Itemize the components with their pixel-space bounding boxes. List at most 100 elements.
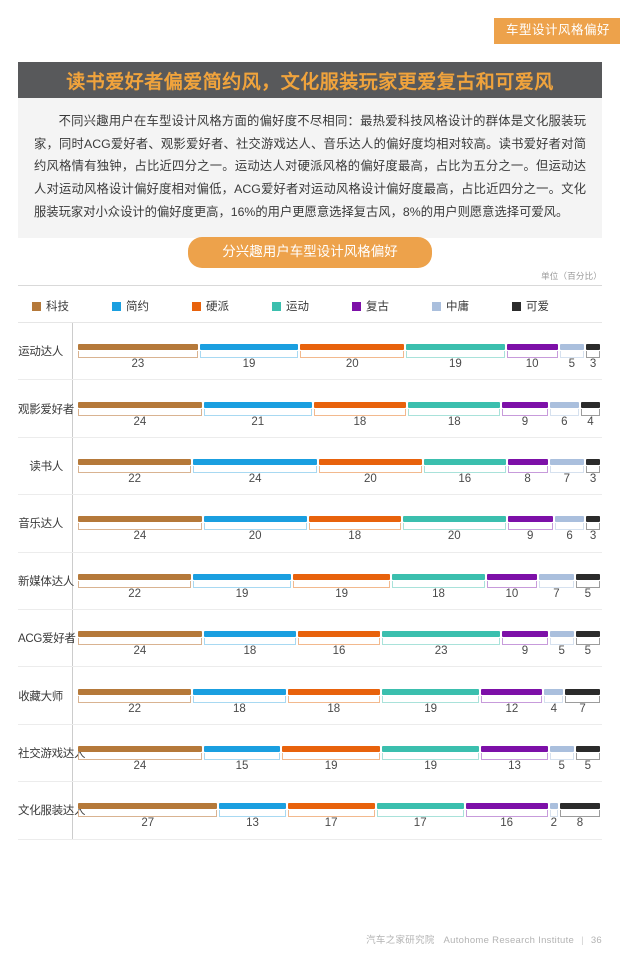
chart-bar-segment[interactable]: 27 [78, 782, 219, 838]
chart-bar-segment[interactable]: 18 [392, 553, 486, 609]
chart-bar-segment[interactable]: 19 [292, 553, 393, 609]
chart-bar-segment[interactable]: 22 [78, 553, 193, 609]
chart-bar-segment[interactable]: 16 [423, 438, 508, 494]
chart-bar-segment[interactable]: 20 [402, 495, 508, 551]
chart-bar-segment[interactable]: 5 [549, 725, 576, 781]
chart-bar-segment[interactable]: 24 [78, 380, 204, 436]
chart-bar-segment[interactable]: 18 [203, 610, 298, 666]
chart-bar-segment[interactable]: 23 [78, 323, 200, 379]
chart-bar-tray [78, 408, 202, 416]
chart-bar-segment[interactable]: 21 [203, 380, 314, 436]
chart-bar-fill [549, 401, 579, 408]
chart-bar-fill [193, 573, 291, 580]
chart-bar-segment[interactable]: 4 [544, 667, 565, 723]
chart-bar-segment[interactable]: 17 [376, 782, 466, 838]
chart-bar-segment[interactable]: 20 [300, 323, 406, 379]
chart-bar-tray [423, 465, 506, 473]
chart-bar-segment[interactable]: 3 [586, 495, 602, 551]
chart-bar-tray [203, 752, 281, 760]
legend-item[interactable]: 硬派 [192, 298, 272, 314]
chart-bar-segment[interactable]: 13 [219, 782, 287, 838]
chart-bar-segment[interactable]: 10 [486, 553, 539, 609]
chart-bar-tray [282, 752, 380, 760]
chart-bar-segment[interactable]: 4 [581, 380, 602, 436]
chart-bar-segment[interactable]: 23 [381, 610, 503, 666]
chart-bar-segment[interactable]: 5 [575, 610, 602, 666]
legend-item[interactable]: 复古 [352, 298, 432, 314]
chart-bar-fill [549, 458, 585, 465]
chart-bar-segment[interactable]: 17 [287, 782, 377, 838]
chart-bar-value: 18 [243, 645, 257, 658]
chart-bar-fill [78, 344, 198, 351]
chart-row-bars: 24 21 18 18 9 6 4 [72, 380, 602, 436]
chart-bar-tray [549, 752, 574, 760]
chart-bar-segment[interactable]: 3 [586, 438, 602, 494]
chart-bar-segment[interactable]: 10 [506, 323, 560, 379]
footer-cn: 汽车之家研究院 [366, 935, 435, 946]
chart-bar-segment[interactable]: 9 [502, 610, 549, 666]
chart-bar-segment[interactable]: 3 [586, 323, 602, 379]
chart-bar-segment[interactable]: 5 [575, 553, 602, 609]
unit-label: 单位（百分比） [541, 271, 602, 281]
legend-swatch-icon [272, 301, 281, 311]
chart-bar-segment[interactable]: 24 [78, 725, 204, 781]
chart-bar-fill [78, 631, 202, 638]
chart-bar-segment[interactable]: 7 [539, 553, 576, 609]
intro-box: 不同兴趣用户在车型设计风格方面的偏好度不尽相同：最热爱科技风格设计的群体是文化服… [18, 98, 602, 238]
chart-bar-value: 20 [248, 530, 262, 543]
legend-swatch-icon [512, 301, 521, 311]
chart-bar-segment[interactable]: 2 [549, 782, 560, 838]
chart-bar-segment[interactable]: 22 [78, 438, 193, 494]
chart-bar-segment[interactable]: 16 [465, 782, 550, 838]
chart-bar-fill [300, 344, 405, 351]
legend-item[interactable]: 科技 [32, 298, 112, 314]
chart-bar-segment[interactable]: 19 [381, 667, 482, 723]
chart-bar-fill [481, 688, 543, 695]
chart-bar-segment[interactable]: 8 [560, 782, 602, 838]
chart-bar-segment[interactable]: 12 [481, 667, 544, 723]
chart-bar-segment[interactable]: 7 [549, 438, 587, 494]
legend-item[interactable]: 中庸 [432, 298, 512, 314]
chart-bar-segment[interactable]: 19 [406, 323, 507, 379]
chart-bar-segment[interactable]: 16 [298, 610, 382, 666]
chart-bar-segment[interactable]: 5 [549, 610, 576, 666]
chart-bar-segment[interactable]: 22 [78, 667, 193, 723]
chart-bar-fill [544, 688, 564, 695]
legend-item[interactable]: 简约 [112, 298, 192, 314]
chart-bar-segment[interactable]: 20 [203, 495, 309, 551]
chart-bar-segment[interactable]: 9 [507, 495, 555, 551]
chart-bar-segment[interactable]: 20 [319, 438, 424, 494]
chart-bar-segment[interactable]: 18 [193, 667, 287, 723]
chart-bar-segment[interactable]: 6 [554, 495, 586, 551]
chart-bar-segment[interactable]: 9 [502, 380, 549, 436]
chart-bar-segment[interactable]: 24 [78, 610, 204, 666]
chart-bar-value: 18 [353, 415, 367, 428]
chart-bar-value: 16 [500, 817, 514, 830]
chart-bar-fill [78, 745, 202, 752]
chart-bar-segment[interactable]: 8 [507, 438, 550, 494]
chart-bar-segment[interactable]: 18 [313, 380, 408, 436]
chart-bar-segment[interactable]: 18 [308, 495, 403, 551]
chart-bar-segment[interactable]: 19 [193, 553, 293, 609]
chart-bar-segment[interactable]: 5 [559, 323, 586, 379]
chart-bar-segment[interactable]: 15 [203, 725, 283, 781]
chart-row-label: 运动达人 [18, 346, 63, 359]
chart-bar-segment[interactable]: 19 [199, 323, 301, 379]
chart-bar-segment[interactable]: 19 [381, 725, 482, 781]
chart-bar-segment[interactable]: 7 [565, 667, 602, 723]
chart-bar-segment[interactable]: 24 [78, 495, 204, 551]
chart-bar-segment[interactable]: 6 [549, 380, 581, 436]
chart-bar-segment[interactable]: 5 [575, 725, 602, 781]
chart-bar-segment[interactable]: 13 [481, 725, 549, 781]
chart-bar-tray [78, 351, 198, 359]
chart-bar-segment[interactable]: 19 [282, 725, 382, 781]
chart-bar-segment[interactable]: 18 [287, 667, 382, 723]
chart-row-bars: 24 20 18 20 9 6 3 [72, 495, 602, 551]
headline-text: 读书爱好者偏爱简约风，文化服装玩家更爱复古和可爱风 [66, 71, 554, 93]
legend-item[interactable]: 运动 [272, 298, 352, 314]
chart-bar-tray [381, 752, 480, 760]
chart-bar-segment[interactable]: 18 [408, 380, 502, 436]
legend-item[interactable]: 可爱 [512, 298, 592, 314]
legend-label: 科技 [46, 301, 69, 313]
chart-bar-segment[interactable]: 24 [193, 438, 319, 494]
